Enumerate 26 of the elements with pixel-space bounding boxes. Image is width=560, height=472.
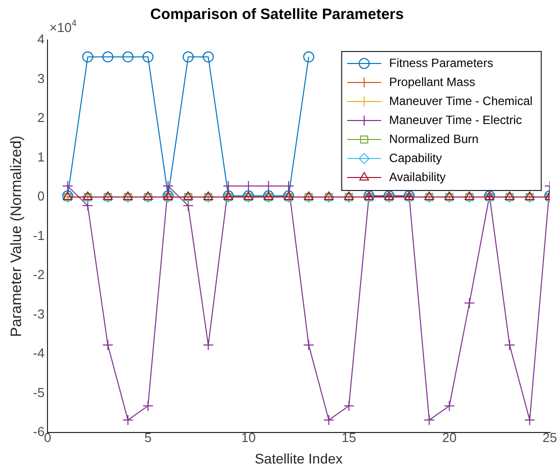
y-tick-label: -5 [32, 384, 45, 400]
y-tick-label: -6 [32, 424, 45, 440]
legend-label: Fitness Parameters [389, 56, 494, 70]
y-tick-label: 2 [37, 110, 45, 126]
chart-title: Comparison of Satellite Parameters [150, 6, 404, 24]
x-axis-title: Satellite Index [254, 450, 343, 466]
y-tick-label: -3 [32, 306, 45, 322]
x-tick-label: 25 [542, 430, 558, 445]
y-axis-title: Parameter Value (Normalized) [8, 136, 26, 338]
legend-label: Availability [389, 170, 446, 184]
y-tick-label: -4 [32, 346, 45, 361]
y-tick-label: -2 [32, 267, 45, 282]
x-tick-label: 20 [442, 430, 457, 445]
legend-label: Capability [389, 150, 442, 165]
y-tick-label: 1 [37, 149, 45, 164]
x-tick-label: 5 [144, 430, 152, 445]
legend-label: Propellant Mass [389, 74, 476, 89]
y-tick-label: -1 [32, 228, 45, 243]
x-tick-label: 15 [342, 430, 356, 445]
legend-label: Normalized Burn [389, 132, 479, 146]
legend-label: Maneuver Time - Electric [389, 112, 522, 127]
y-tick-label: 3 [37, 70, 45, 86]
legend-label: Maneuver Time - Chemical [389, 94, 533, 108]
x-tick-label: 10 [241, 430, 256, 445]
y-tick-label: 0 [37, 188, 45, 204]
y-tick-label: 4 [37, 32, 45, 47]
